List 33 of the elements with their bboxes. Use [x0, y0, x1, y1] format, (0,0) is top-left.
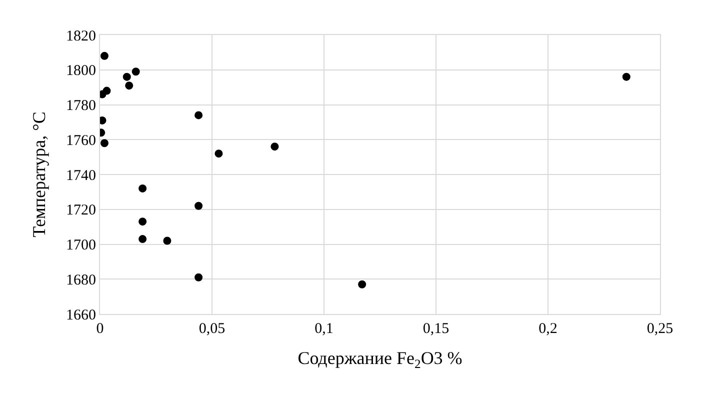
y-tick-label: 1720	[66, 202, 96, 219]
point	[132, 68, 140, 76]
point	[358, 280, 366, 288]
point	[194, 273, 203, 282]
x-tick-label: 0,05	[198, 321, 226, 337]
point	[214, 150, 223, 158]
point	[100, 52, 108, 60]
x-tick-label: 0	[96, 321, 104, 337]
x-axis-title: Содержание Fe$_{2}$O3 %	[298, 348, 462, 371]
point	[163, 236, 172, 245]
point	[622, 72, 630, 81]
y-tick-label: 1760	[66, 132, 96, 149]
point	[100, 139, 108, 148]
x-tick-label: 0,15	[422, 321, 450, 337]
point	[125, 82, 134, 90]
y-tick-label: 1660	[66, 307, 96, 324]
y-axis-title: Температура, °C	[29, 112, 50, 238]
y-tick-label: 1680	[66, 272, 96, 288]
point	[138, 218, 147, 226]
point	[194, 111, 203, 120]
x-tick-label: 0,25	[646, 321, 674, 337]
y-tick-label: 1700	[66, 238, 96, 254]
point	[270, 142, 279, 151]
y-tick-label: 1780	[66, 98, 96, 114]
y-tick-label: 1800	[66, 63, 96, 80]
point	[138, 235, 147, 244]
x-tick-label: 0,2	[538, 321, 558, 337]
y-tick-label: 1740	[66, 168, 96, 184]
x-tick-label: 0,1	[314, 321, 334, 337]
point	[194, 202, 203, 210]
point	[122, 72, 131, 81]
y-tick-label: 1820	[66, 28, 96, 44]
point	[138, 184, 147, 192]
